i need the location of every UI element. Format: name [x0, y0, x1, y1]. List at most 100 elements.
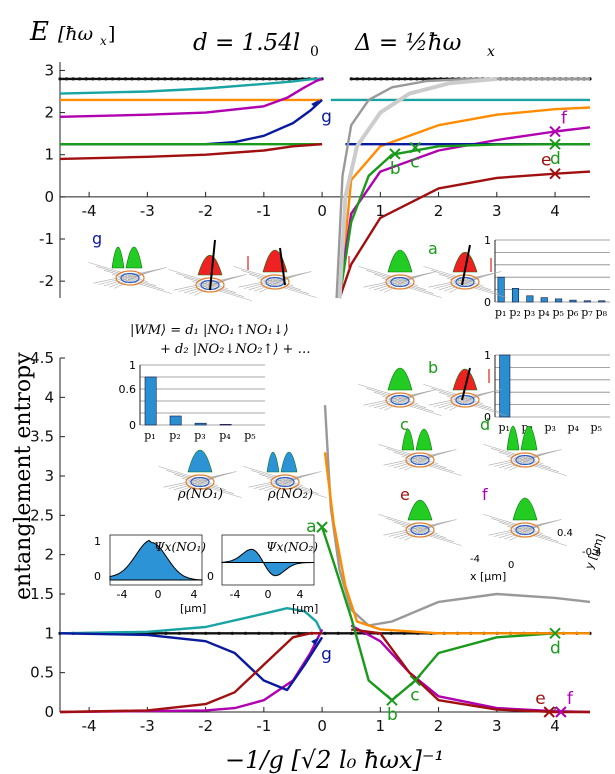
x-axis-title: −1/g [√2 l₀ ħωx]⁻¹	[225, 746, 444, 774]
density-grid-line	[88, 262, 141, 279]
bar-y-tick-label: 0	[484, 296, 491, 309]
bar-category-label: p₃	[544, 421, 555, 434]
energy-x-tick-label: 2	[434, 202, 444, 220]
delta-parameter-sub: x	[487, 44, 495, 60]
marker-c-cross	[409, 141, 421, 154]
density-grid-line	[366, 388, 419, 405]
density-grid-line	[488, 449, 562, 466]
bar-5	[569, 299, 577, 303]
density-grid-line	[409, 529, 462, 546]
energy-x-tick-label: 0	[317, 202, 327, 220]
entropy-x-tick-label: 4	[550, 717, 560, 735]
marker-label-g: g	[321, 107, 332, 127]
density-grid-line	[383, 519, 457, 536]
density-grid-line	[431, 388, 484, 405]
bar-1	[511, 288, 520, 303]
energy-y-tick-label: -2	[39, 272, 54, 290]
entropy-black-dot	[270, 631, 274, 635]
bar-category-label: p₅	[244, 429, 255, 442]
bar-1	[169, 415, 182, 426]
bar-inset-bg	[140, 363, 265, 427]
bar-category-label: p₅	[590, 421, 601, 434]
density-contour	[385, 274, 415, 290]
density-grid-line	[386, 518, 439, 535]
density-grid-line	[379, 393, 421, 410]
entropy-series-magenta-2	[59, 628, 324, 714]
density-grid-line	[264, 281, 317, 298]
density-grid-line	[504, 523, 546, 540]
density-grid-line	[251, 470, 304, 487]
bar-inset-bg	[495, 353, 610, 419]
bar-y-tick-label: 1	[129, 359, 136, 372]
density-contour	[275, 476, 295, 488]
bar-category-label: p₁	[495, 306, 506, 319]
marker-b-cross	[386, 694, 398, 706]
marker-label-b: b	[387, 705, 398, 725]
density-grid-line	[274, 481, 327, 498]
energy-black-dot	[379, 77, 383, 81]
bar-y-tick-label: 0.6	[119, 383, 137, 396]
density-grid-line	[179, 475, 221, 492]
spin-arrow	[461, 244, 471, 286]
bar-category-label: p₈	[596, 306, 608, 319]
entropy-series-gray-8	[323, 405, 591, 627]
entropy-y-tick-label: 1.5	[30, 585, 54, 603]
energy-series-teal-2	[59, 77, 323, 95]
energy-black-dot	[228, 77, 232, 81]
density-grid-line	[381, 277, 434, 294]
density-grid-line	[401, 525, 454, 542]
density-grid-line	[181, 477, 234, 494]
entropy-y-tick-label: 0.5	[30, 664, 54, 682]
density-grid-line	[386, 448, 439, 465]
energy-black-dot	[137, 77, 141, 81]
density-contour	[455, 276, 475, 288]
density-axis-tick: 0	[508, 560, 514, 571]
density-peak	[266, 451, 280, 473]
entropy-x-tick-label: -4	[82, 717, 97, 735]
energy-black-dot	[78, 77, 82, 81]
density-panel-label-c: c	[400, 415, 409, 434]
psi-x-tick: 0	[265, 588, 272, 601]
energy-y-tick-label: 0	[44, 188, 54, 206]
energy-black-dot	[403, 77, 407, 81]
energy-x-tick-label: 3	[492, 202, 502, 220]
density-contour	[390, 394, 410, 406]
density-grid-line	[506, 455, 559, 472]
density-contour	[390, 276, 410, 288]
energy-black-dot	[58, 77, 62, 81]
header: E [ħω x ] d = 1.54l 0 Δ = ½ħω x	[29, 17, 495, 60]
entropy-series-green-7	[320, 526, 590, 702]
density-panel-label-e: e	[400, 485, 410, 504]
entropy-x-tick-label: -3	[140, 717, 155, 735]
marker-label-g: g	[321, 644, 332, 664]
entropy-y-tick-label: 3.5	[30, 428, 54, 446]
density-peak	[452, 251, 478, 273]
density-grid-line	[176, 273, 229, 290]
density-grid-line	[184, 476, 216, 493]
density-grid-line	[431, 270, 484, 287]
density-contour	[190, 476, 210, 488]
bar-category-label: p₂	[169, 429, 180, 442]
entropy-black-dot	[283, 631, 287, 635]
bar-6	[583, 300, 591, 303]
entropy-series-blue-4	[59, 632, 324, 692]
energy-black-dot	[143, 77, 147, 81]
marker-label-c: c	[410, 686, 419, 706]
density-grid-line	[363, 389, 437, 406]
psi-y-tick: 1	[94, 535, 101, 548]
marker-d-cross	[549, 627, 561, 640]
energy-x-tick-label: -2	[198, 202, 213, 220]
density-grid-line	[191, 280, 244, 297]
density-peak	[415, 428, 433, 451]
density-grid-line	[254, 275, 296, 292]
energy-black-dot	[268, 77, 272, 81]
density-grid-line	[384, 394, 416, 411]
density-grid-line	[119, 277, 172, 294]
density-grid-line	[269, 476, 301, 493]
energy-black-dot	[189, 77, 193, 81]
density-contour	[385, 392, 415, 408]
density-grid-line	[363, 271, 437, 288]
density-peak	[506, 425, 520, 451]
d-parameter: d = 1.54l	[193, 30, 300, 56]
